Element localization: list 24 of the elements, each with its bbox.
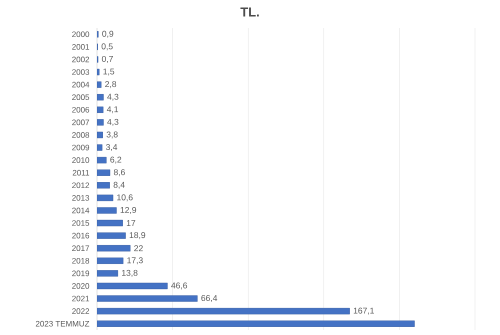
data-label: 3,4 [106, 144, 118, 152]
data-label: 8,6 [114, 169, 125, 176]
data-label: 17,3 [127, 257, 143, 264]
data-label: 4,3 [107, 94, 118, 101]
data-label: 12,9 [120, 206, 136, 214]
data-label: 6,2 [110, 156, 122, 164]
data-label: 167,1 [354, 308, 374, 315]
data-label: 17 [126, 220, 136, 226]
data-label: 4,1 [106, 106, 118, 114]
data-label: 18,9 [130, 232, 146, 240]
data-label: 46,6 [171, 282, 188, 290]
data-label: 10,6 [117, 194, 133, 202]
data-label: 0,7 [102, 56, 113, 63]
data-label: 8,4 [114, 182, 125, 189]
data-label: 13,8 [122, 270, 138, 277]
data-label: 3,8 [106, 131, 118, 138]
data-label: 0,9 [102, 30, 114, 38]
data-label: 66,4 [201, 295, 218, 302]
data-label: 1,5 [103, 68, 114, 76]
data-label: 4,3 [107, 118, 118, 126]
chart-title: TL. [240, 8, 259, 16]
data-label: 2,8 [105, 81, 116, 88]
data-label: 0,5 [102, 43, 113, 50]
data-label: 22 [134, 245, 143, 252]
